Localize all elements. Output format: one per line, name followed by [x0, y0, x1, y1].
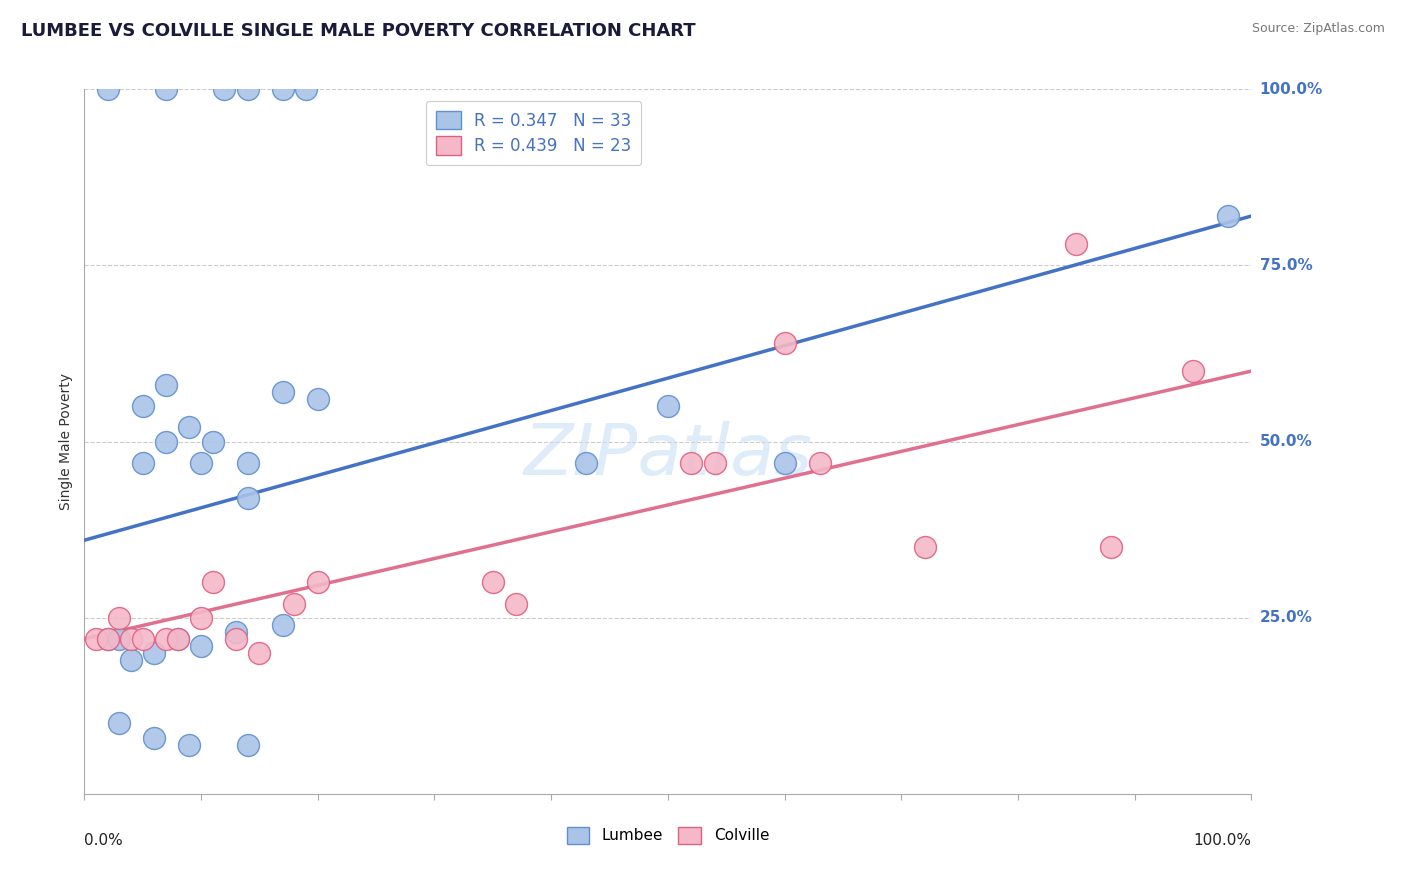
Point	[808, 456, 831, 470]
Point	[120, 632, 142, 646]
Point	[271, 82, 294, 96]
Point	[108, 632, 131, 646]
Legend: Lumbee, Colville: Lumbee, Colville	[561, 821, 775, 850]
Point	[97, 632, 120, 646]
Text: 25.0%: 25.0%	[1260, 610, 1313, 625]
Point	[132, 456, 155, 470]
Point	[307, 392, 329, 407]
Text: Source: ZipAtlas.com: Source: ZipAtlas.com	[1251, 22, 1385, 36]
Point	[166, 632, 188, 646]
Point	[505, 597, 527, 611]
Text: 100.0%: 100.0%	[1194, 832, 1251, 847]
Point	[155, 632, 177, 646]
Point	[201, 575, 224, 590]
Point	[249, 646, 271, 660]
Point	[132, 399, 155, 413]
Text: LUMBEE VS COLVILLE SINGLE MALE POVERTY CORRELATION CHART: LUMBEE VS COLVILLE SINGLE MALE POVERTY C…	[21, 22, 696, 40]
Point	[108, 610, 131, 624]
Point	[155, 378, 177, 392]
Point	[1216, 209, 1239, 223]
Point	[190, 639, 212, 653]
Y-axis label: Single Male Poverty: Single Male Poverty	[59, 373, 73, 510]
Point	[773, 335, 796, 350]
Text: ZIPatlas: ZIPatlas	[523, 421, 813, 490]
Point	[225, 632, 247, 646]
Point	[575, 456, 598, 470]
Point	[236, 491, 259, 505]
Point	[236, 456, 259, 470]
Text: 50.0%: 50.0%	[1260, 434, 1312, 449]
Point	[295, 82, 318, 96]
Point	[143, 646, 166, 660]
Point	[179, 420, 201, 434]
Point	[225, 624, 247, 639]
Point	[703, 456, 725, 470]
Text: 0.0%: 0.0%	[84, 832, 124, 847]
Point	[481, 575, 505, 590]
Point	[236, 82, 259, 96]
Point	[155, 434, 177, 449]
Point	[143, 731, 166, 745]
Point	[1099, 541, 1122, 555]
Text: 75.0%: 75.0%	[1260, 258, 1312, 273]
Point	[271, 617, 294, 632]
Text: 100.0%: 100.0%	[1260, 82, 1323, 96]
Point	[190, 610, 212, 624]
Point	[914, 541, 936, 555]
Point	[155, 82, 177, 96]
Point	[236, 738, 259, 752]
Point	[1066, 237, 1088, 252]
Point	[307, 575, 329, 590]
Point	[773, 456, 796, 470]
Point	[681, 456, 703, 470]
Point	[120, 653, 142, 667]
Point	[108, 716, 131, 731]
Point	[190, 456, 212, 470]
Point	[84, 632, 107, 646]
Point	[179, 738, 201, 752]
Point	[132, 632, 155, 646]
Point	[657, 399, 679, 413]
Point	[283, 597, 305, 611]
Point	[214, 82, 236, 96]
Point	[271, 385, 294, 400]
Point	[166, 632, 188, 646]
Point	[97, 632, 120, 646]
Point	[97, 82, 120, 96]
Point	[201, 434, 224, 449]
Point	[1181, 364, 1204, 378]
